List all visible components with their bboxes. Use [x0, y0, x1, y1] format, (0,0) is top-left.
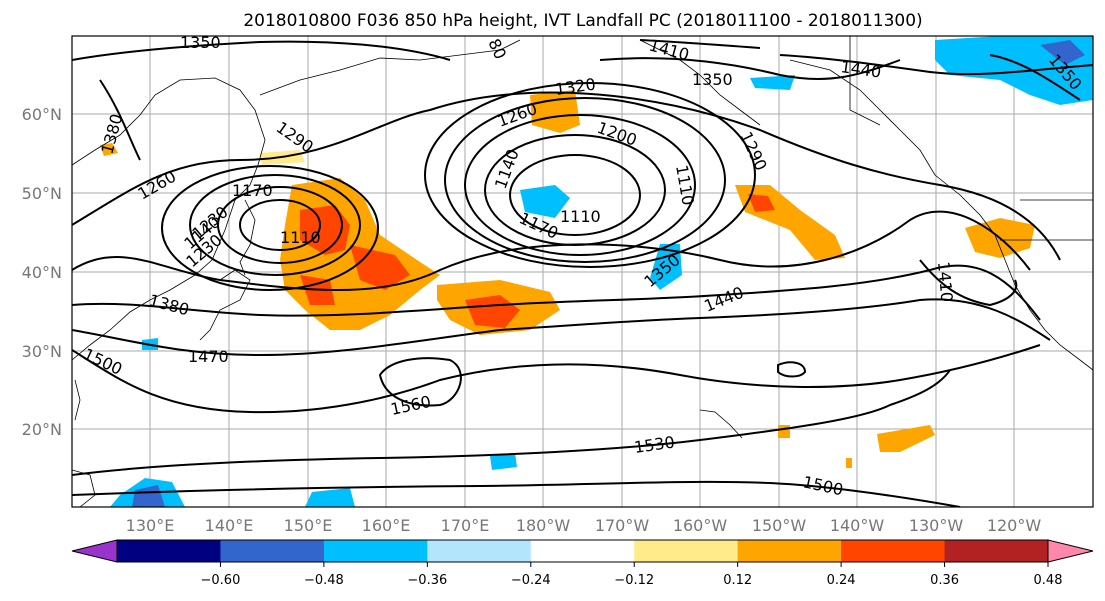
latitude-labels: 60°N 50°N 40°N 30°N 20°N	[22, 105, 62, 439]
colorbar-cell	[220, 540, 325, 562]
contour-1170	[464, 114, 696, 256]
shade-orange-7	[100, 143, 118, 156]
colorbar-cell	[634, 540, 739, 562]
colorbar-tick-label: 0.36	[930, 573, 959, 588]
contour-small-high	[777, 361, 807, 378]
contour-1500-a	[72, 344, 1041, 414]
shading-negative	[110, 36, 1093, 507]
colorbar-tick-label: −0.48	[304, 573, 344, 588]
contour-1350-ne	[599, 57, 901, 80]
contour-1530	[72, 369, 951, 476]
shade-darkblue-1	[1040, 40, 1085, 65]
map-border	[71, 35, 1094, 508]
contour-1230	[424, 82, 756, 268]
contour-1410-north	[639, 39, 761, 49]
lon-label: 130°W	[909, 516, 964, 535]
contour-1260	[72, 91, 1061, 261]
contour-1410-east	[919, 259, 1018, 307]
contour-1440	[72, 264, 1041, 321]
colorbar-cell	[737, 540, 842, 562]
colorbar-cell	[427, 540, 532, 562]
lat-label: 50°N	[22, 184, 62, 203]
contour-1470	[72, 298, 1051, 357]
colorbar-tick-label: 0.24	[827, 573, 856, 588]
colorbar-cells	[116, 539, 1049, 563]
longitude-labels: 130°E 140°E 150°E 160°E 170°E 180°W 170°…	[126, 516, 1042, 535]
contour-jp-1170	[189, 174, 361, 276]
colorbar-tick-label: −0.60	[201, 573, 241, 588]
colorbar-ticks: −0.60 −0.48 −0.36 −0.24 −0.12 0.12 0.24 0.36 0.4…	[201, 562, 1063, 588]
colorbar-tick-label: −0.12	[614, 573, 654, 588]
colorbar-cell	[117, 540, 221, 562]
contour-1350-east	[989, 54, 1081, 101]
height-contours	[72, 39, 1093, 507]
contour-label: 1350	[692, 70, 733, 89]
lon-label: 150°E	[284, 516, 333, 535]
lat-label: 30°N	[22, 342, 62, 361]
lon-label: 120°W	[987, 516, 1042, 535]
colorbar-extend-high	[1047, 539, 1094, 563]
shade-orange-6	[877, 425, 935, 452]
lon-label: 140°E	[205, 516, 254, 535]
contour-1200	[444, 97, 726, 263]
colorbar-extend-low	[71, 539, 118, 563]
contour-1560	[378, 357, 462, 407]
colorbar-tick-label: −0.36	[407, 573, 447, 588]
shade-orange-8	[778, 425, 790, 438]
lon-label: 140°W	[830, 516, 885, 535]
contour-label: 1350	[180, 33, 221, 52]
lon-label: 160°E	[362, 516, 411, 535]
colorbar: −0.60 −0.48 −0.36 −0.24 −0.12 0.12 0.24 0.36 0.4…	[71, 539, 1094, 588]
shade-blue-5	[305, 488, 355, 507]
shade-red-1	[300, 205, 350, 255]
shade-blue-2	[520, 185, 570, 218]
colorbar-tick-label: 0.12	[723, 573, 752, 588]
shade-red-5	[748, 194, 775, 212]
contour-label: 1470	[188, 347, 229, 366]
contour-1500-b	[72, 480, 961, 507]
lat-label: 40°N	[22, 263, 62, 282]
contour-jp-1200	[161, 165, 379, 291]
contour-1110	[509, 154, 641, 236]
lon-label: 130°E	[126, 516, 175, 535]
colorbar-tick-label: 0.48	[1034, 573, 1063, 588]
lon-label: 160°W	[673, 516, 728, 535]
colorbar-cell	[841, 540, 946, 562]
contour-label: 1410	[934, 261, 956, 303]
shade-orange-3	[530, 90, 580, 133]
contour-1440-north	[779, 54, 1093, 76]
contour-label: 1170	[232, 181, 273, 200]
contour-label: 1110	[280, 228, 321, 247]
contour-jp-1110	[239, 199, 321, 251]
shade-darkblue-2	[132, 485, 165, 507]
lon-label: 150°W	[752, 516, 807, 535]
contour-1350-north	[72, 40, 451, 61]
contour-1380	[72, 210, 1031, 291]
shade-blue-7	[750, 75, 795, 90]
colorbar-tick-label: −0.24	[511, 573, 551, 588]
lat-label: 20°N	[22, 420, 62, 439]
shade-blue-6	[490, 453, 517, 470]
lon-label: 180°W	[516, 516, 571, 535]
shade-red-4	[465, 295, 520, 328]
shade-orange-9	[846, 458, 852, 468]
lon-label: 170°E	[441, 516, 490, 535]
map-title: 2018010800 F036 850 hPa height, IVT Land…	[243, 11, 922, 31]
colorbar-cell	[323, 540, 428, 562]
contour-jp-1140	[217, 186, 343, 264]
lat-label: 60°N	[22, 105, 62, 124]
contour-1380-west	[99, 79, 141, 161]
colorbar-cell	[944, 540, 1049, 562]
lon-label: 170°W	[595, 516, 650, 535]
colorbar-cell	[530, 540, 635, 562]
shade-blue-3	[650, 244, 682, 290]
contour-label: 1110	[560, 207, 601, 226]
